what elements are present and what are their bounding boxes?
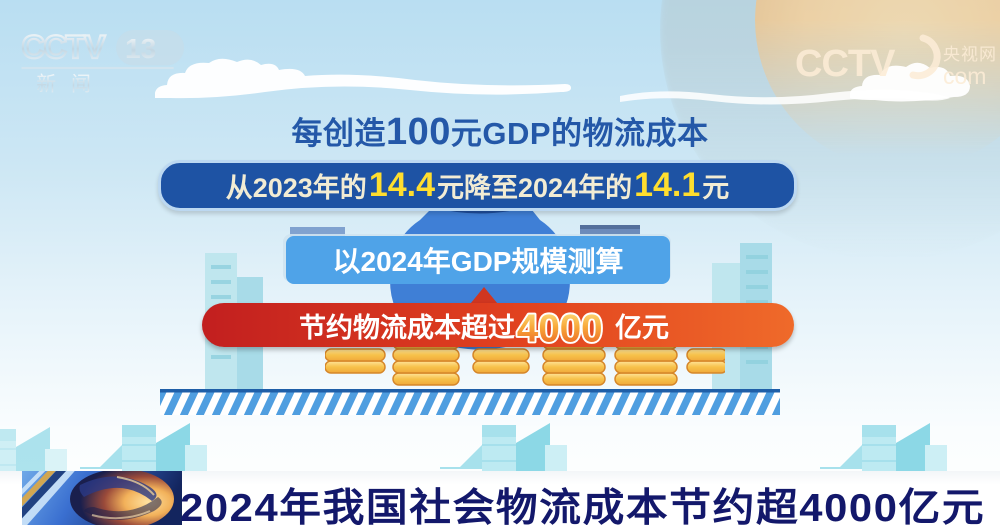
svg-text:com: com [943, 63, 986, 89]
svg-text:13: 13 [125, 33, 156, 64]
svg-text:CCTV: CCTV [21, 29, 105, 65]
svg-text:4000: 4000 [517, 308, 603, 351]
svg-text:CCTV: CCTV [795, 43, 896, 85]
svg-text:新闻: 新闻 [36, 73, 105, 96]
svg-text:央视网: 央视网 [943, 45, 997, 64]
